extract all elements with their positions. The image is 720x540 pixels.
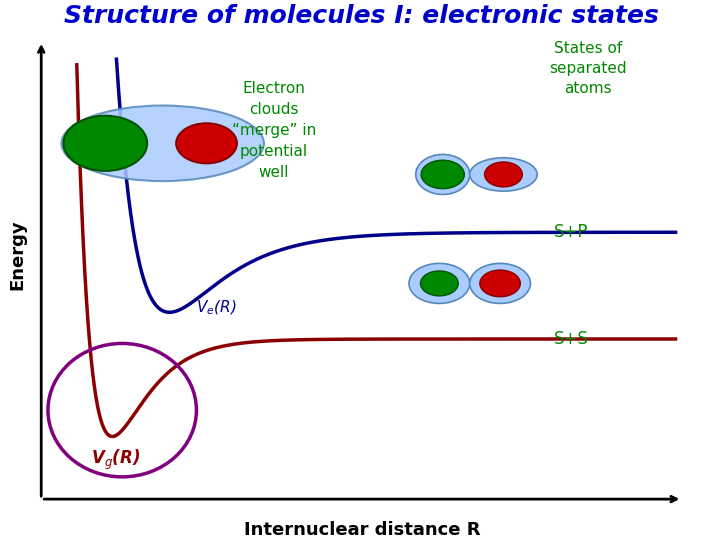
Ellipse shape	[415, 154, 469, 194]
Text: Electron
clouds
“merge” in
potential
well: Electron clouds “merge” in potential wel…	[232, 81, 316, 180]
Text: States of
separated
atoms: States of separated atoms	[549, 41, 626, 96]
Text: V$_g$(R): V$_g$(R)	[91, 447, 140, 471]
Text: S+S: S+S	[554, 330, 589, 348]
Circle shape	[469, 264, 531, 303]
Ellipse shape	[61, 105, 264, 181]
Circle shape	[480, 270, 521, 297]
Circle shape	[176, 123, 237, 163]
Text: V$_e$(R): V$_e$(R)	[197, 299, 237, 317]
Text: Structure of molecules I: electronic states: Structure of molecules I: electronic sta…	[64, 4, 660, 28]
Text: Energy: Energy	[9, 219, 27, 290]
Circle shape	[485, 162, 522, 187]
Ellipse shape	[469, 158, 537, 191]
Text: S+P: S+P	[554, 223, 588, 241]
Circle shape	[63, 116, 147, 171]
Circle shape	[421, 160, 464, 188]
Circle shape	[409, 264, 469, 303]
Circle shape	[420, 271, 458, 296]
Text: Internuclear distance R: Internuclear distance R	[243, 521, 480, 539]
